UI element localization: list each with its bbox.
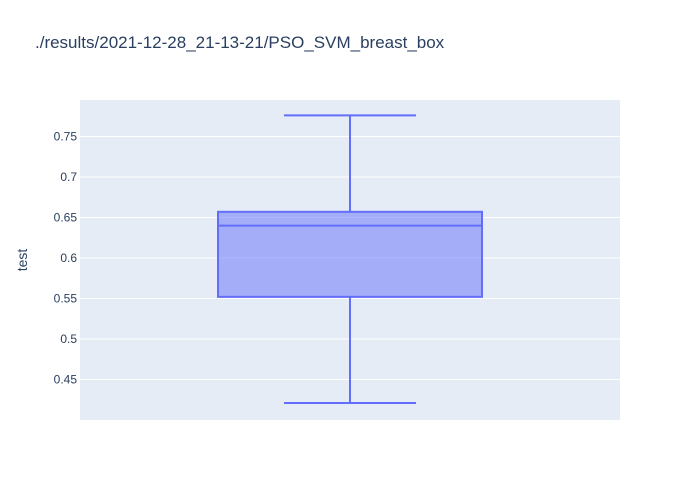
y-axis-title: test bbox=[14, 249, 30, 272]
y-tick-label: 0.55 bbox=[54, 291, 78, 305]
y-tick-label: 0.7 bbox=[60, 170, 77, 184]
y-tick-label: 0.65 bbox=[54, 210, 78, 224]
box-trace bbox=[217, 114, 483, 404]
y-tick-label: 0.45 bbox=[54, 372, 78, 386]
y-tick-label: 0.6 bbox=[60, 251, 77, 265]
y-axis-ticks: 0.45 0.5 0.55 0.6 0.65 0.7 0.75 bbox=[54, 129, 78, 386]
interquartile-box bbox=[217, 210, 483, 298]
y-tick-label: 0.75 bbox=[54, 129, 78, 143]
y-tick-label: 0.5 bbox=[60, 332, 77, 346]
chart-title: ./results/2021-12-28_21-13-21/PSO_SVM_br… bbox=[35, 33, 445, 52]
